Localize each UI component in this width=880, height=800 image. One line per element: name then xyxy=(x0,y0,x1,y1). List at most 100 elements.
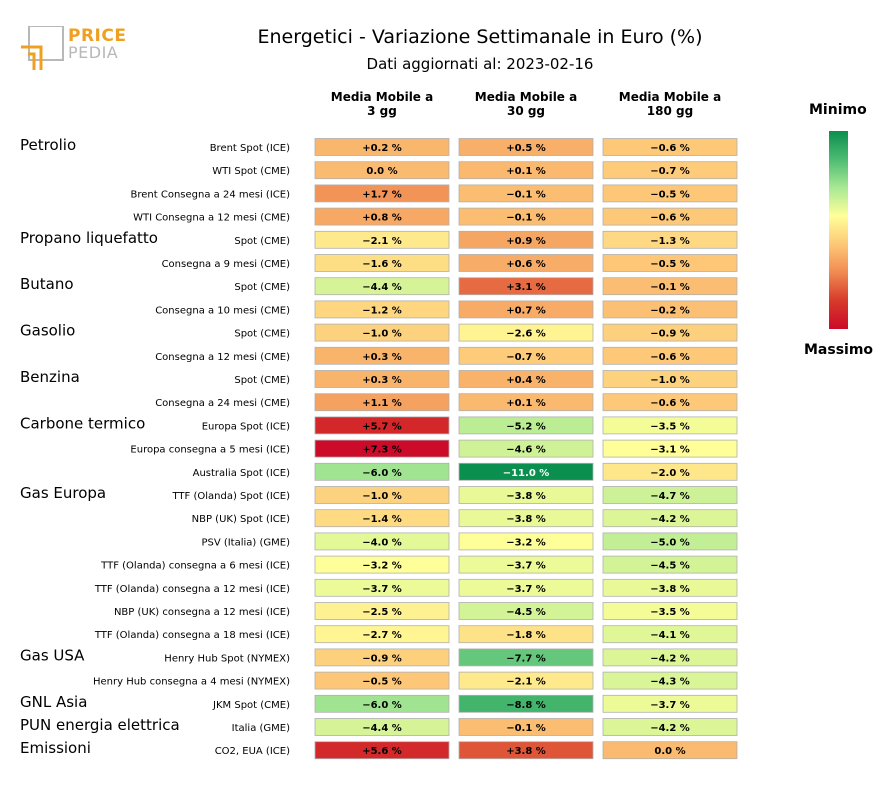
cell-value-label: −1.0 % xyxy=(650,375,690,386)
group-label: Benzina xyxy=(20,368,80,386)
cell-value-label: +0.5 % xyxy=(506,143,546,154)
heatmap-cell xyxy=(458,555,594,574)
row-label: Henry Hub Spot (NYMEX) xyxy=(164,653,290,664)
heatmap-cell xyxy=(458,694,594,713)
cell-value-label: +0.7 % xyxy=(506,305,546,316)
heatmap-cell xyxy=(458,648,594,667)
heatmap-cell xyxy=(314,161,450,180)
cell-value-label: −3.8 % xyxy=(506,491,546,502)
cell-value-label: −0.1 % xyxy=(506,189,546,200)
heatmap-cell xyxy=(458,207,594,226)
cell-value-label: −3.7 % xyxy=(506,561,546,572)
logo-text-price: PRICE xyxy=(68,26,127,46)
heatmap-cell xyxy=(314,462,450,481)
heatmap-cell xyxy=(314,416,450,435)
cell-value-label: −6.0 % xyxy=(362,700,402,711)
cell-value-label: −0.6 % xyxy=(650,213,690,224)
heatmap-cell xyxy=(314,323,450,342)
heatmap-cell xyxy=(314,230,450,249)
cell-value-label: −4.1 % xyxy=(650,630,690,641)
row-label: Spot (CME) xyxy=(234,375,290,386)
cell-value-label: +3.1 % xyxy=(506,282,546,293)
heatmap-cell xyxy=(602,718,738,736)
heatmap-cell xyxy=(458,393,594,412)
heatmap-cell xyxy=(458,184,594,203)
heatmap-cell xyxy=(602,254,738,272)
row-label: TTF (Olanda) consegna a 12 mesi (ICE) xyxy=(94,584,290,595)
heatmap-cell xyxy=(458,230,594,249)
row-label: TTF (Olanda) consegna a 6 mesi (ICE) xyxy=(100,561,290,572)
cell-value-label: −0.2 % xyxy=(650,305,690,316)
group-label: Butano xyxy=(20,275,74,293)
heatmap-cell xyxy=(602,277,738,296)
group-label: Propano liquefatto xyxy=(20,229,158,247)
heatmap-cell xyxy=(458,439,594,458)
heatmap-cell xyxy=(602,671,738,690)
heatmap-cell xyxy=(458,718,594,736)
cell-value-label: +0.3 % xyxy=(362,375,402,386)
heatmap-cell xyxy=(314,694,450,713)
heatmap-cell xyxy=(458,254,594,272)
cell-value-label: −4.2 % xyxy=(650,514,690,525)
cell-value-label: −0.6 % xyxy=(650,143,690,154)
heatmap-cell xyxy=(458,602,594,620)
cell-value-label: −0.9 % xyxy=(362,653,402,664)
heatmap-cell xyxy=(314,741,450,760)
row-label: Europa Spot (ICE) xyxy=(202,421,290,432)
heatmap-cell xyxy=(314,393,450,412)
cell-value-label: 0.0 % xyxy=(366,166,397,177)
heatmap-cell xyxy=(458,323,594,342)
heatmap-cell xyxy=(602,393,738,412)
row-label: Consegna a 12 mesi (CME) xyxy=(155,352,290,363)
cell-value-label: −4.0 % xyxy=(362,537,402,548)
heatmap-cell xyxy=(314,184,450,203)
heatmap-cell xyxy=(458,532,594,551)
cell-value-label: −7.7 % xyxy=(506,653,546,664)
cell-value-label: +0.1 % xyxy=(506,166,546,177)
heatmap-cell xyxy=(314,370,450,388)
row-label: Consegna a 10 mesi (CME) xyxy=(155,305,290,316)
heatmap-cell xyxy=(314,625,450,644)
heatmap-cell xyxy=(602,416,738,435)
cell-value-label: −4.6 % xyxy=(506,445,546,456)
heatmap-cell xyxy=(314,277,450,296)
cell-value-label: −3.5 % xyxy=(650,421,690,432)
heatmap-cell xyxy=(458,462,594,481)
cell-value-label: −0.7 % xyxy=(506,352,546,363)
row-label: JKM Spot (CME) xyxy=(212,700,290,711)
group-label: Gas Europa xyxy=(20,484,106,502)
heatmap-cell xyxy=(602,486,738,504)
cell-value-label: −1.4 % xyxy=(362,514,402,525)
legend-color-bar xyxy=(829,131,848,329)
heatmap-cell xyxy=(458,625,594,644)
heatmap-cell xyxy=(602,602,738,620)
row-label: TTF (Olanda) Spot (ICE) xyxy=(171,491,290,502)
cell-value-label: −2.0 % xyxy=(650,468,690,479)
cell-value-label: −3.1 % xyxy=(650,445,690,456)
row-label: Consegna a 9 mesi (CME) xyxy=(162,259,291,270)
heatmap-cell xyxy=(458,741,594,760)
heatmap-cell xyxy=(602,138,738,156)
group-label: Emissioni xyxy=(20,739,91,757)
cell-value-label: +5.7 % xyxy=(362,421,402,432)
row-label: Spot (CME) xyxy=(234,236,290,247)
heatmap-cell xyxy=(458,671,594,690)
cell-value-label: −11.0 % xyxy=(503,468,550,479)
cell-value-label: −4.5 % xyxy=(506,607,546,618)
row-label: Europa consegna a 5 mesi (ICE) xyxy=(130,445,290,456)
cell-value-label: −4.2 % xyxy=(650,723,690,734)
heatmap-cell xyxy=(602,625,738,644)
cell-value-label: +1.7 % xyxy=(362,189,402,200)
heatmap-cell xyxy=(314,207,450,226)
row-label: Spot (CME) xyxy=(234,282,290,293)
cell-value-label: −4.3 % xyxy=(650,677,690,688)
cell-value-label: +0.3 % xyxy=(362,352,402,363)
row-label: Spot (CME) xyxy=(234,329,290,340)
group-label: Gas USA xyxy=(20,646,85,664)
row-label: PSV (Italia) (GME) xyxy=(201,537,290,548)
heatmap-cell xyxy=(602,323,738,342)
column-header-180gg: Media Mobile a 180 gg xyxy=(618,90,722,118)
column-header-30gg: Media Mobile a 30 gg xyxy=(474,90,578,118)
cell-value-label: +7.3 % xyxy=(362,445,402,456)
cell-value-label: −1.0 % xyxy=(362,329,402,340)
